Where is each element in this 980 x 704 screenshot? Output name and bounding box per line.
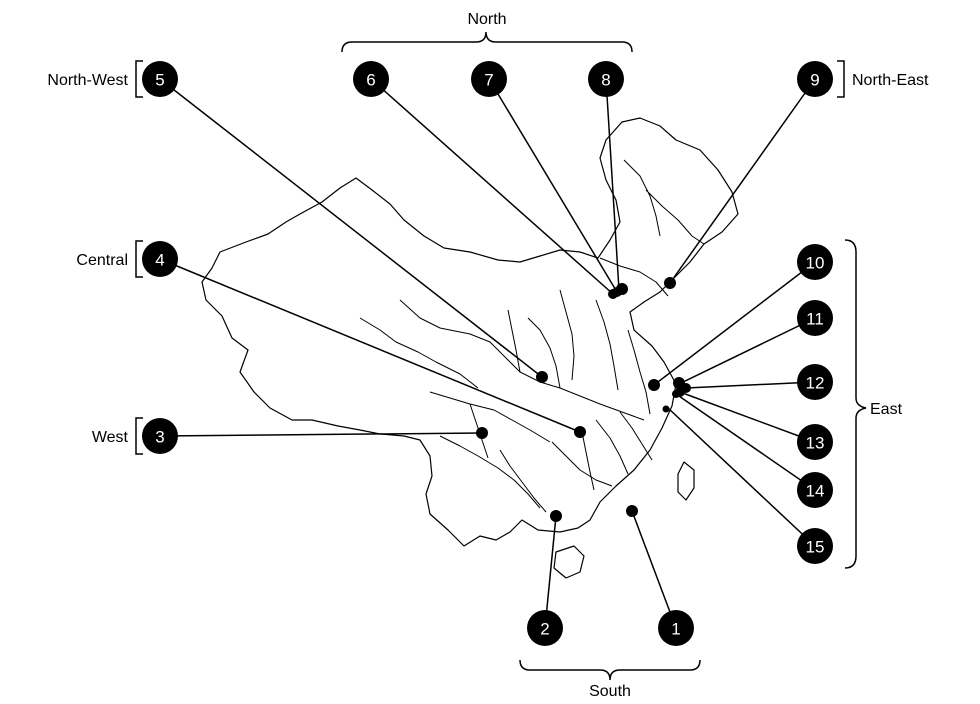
leader-line-14 <box>675 393 816 491</box>
leader-line-9 <box>669 78 816 284</box>
marker-6: 6 <box>353 61 389 97</box>
hainan-island <box>553 545 585 579</box>
location-dot-5 <box>536 371 548 383</box>
marker-12-label: 12 <box>806 374 825 393</box>
region-label-west: West <box>92 429 129 446</box>
region-brackets <box>135 31 867 681</box>
leader-line-11 <box>678 317 816 385</box>
location-dot-4 <box>574 426 586 438</box>
leader-line-7 <box>488 78 618 293</box>
marker-4: 4 <box>142 241 178 277</box>
marker-13: 13 <box>797 424 833 460</box>
marker-8: 8 <box>588 61 624 97</box>
marker-1-label: 1 <box>671 620 680 639</box>
leader-line-12 <box>685 381 816 389</box>
bracket-north <box>341 31 633 53</box>
location-dot-8 <box>616 283 628 295</box>
marker-11-label: 11 <box>806 310 824 329</box>
location-dot-2 <box>550 510 562 522</box>
marker-7: 7 <box>471 61 507 97</box>
marker-3-label: 3 <box>155 428 164 447</box>
marker-11: 11 <box>797 300 833 336</box>
marker-10: 10 <box>797 244 833 280</box>
region-labels: North South North-West Central West Nort… <box>47 11 929 700</box>
leader-lines <box>159 78 816 629</box>
bracket-south <box>519 659 701 681</box>
province-borders <box>359 159 705 513</box>
marker-9: 9 <box>797 61 833 97</box>
location-dot-15 <box>662 405 670 413</box>
leader-line-5 <box>159 78 543 378</box>
marker-5-label: 5 <box>155 71 164 90</box>
leader-line-8 <box>605 78 620 291</box>
location-dot-3 <box>476 427 488 439</box>
leader-line-13 <box>679 391 816 443</box>
marker-4-label: 4 <box>155 251 164 270</box>
location-dot-9 <box>664 277 676 289</box>
bracket-west <box>135 417 143 455</box>
marker-14: 14 <box>797 472 833 508</box>
taiwan-island <box>677 461 695 501</box>
leader-line-15 <box>667 407 816 547</box>
leader-line-4 <box>159 258 581 433</box>
bracket-east <box>844 239 867 569</box>
region-label-north-west: North-West <box>47 72 128 89</box>
region-label-south: South <box>589 683 631 700</box>
marker-3: 3 <box>142 418 178 454</box>
marker-12: 12 <box>797 364 833 400</box>
marker-1: 1 <box>658 610 694 646</box>
marker-6-label: 6 <box>366 71 375 90</box>
numbered-markers: 1 2 3 4 5 6 7 8 9 10 11 12 13 14 15 <box>142 61 833 646</box>
marker-7-label: 7 <box>484 71 493 90</box>
leader-line-1 <box>631 510 677 629</box>
leader-line-6 <box>370 78 614 295</box>
marker-15: 15 <box>797 528 833 564</box>
leader-line-10 <box>653 261 816 386</box>
marker-15-label: 15 <box>806 538 825 557</box>
marker-5: 5 <box>142 61 178 97</box>
region-label-central: Central <box>76 252 128 269</box>
location-dot-10 <box>648 379 660 391</box>
china-map-outline <box>201 117 739 579</box>
marker-8-label: 8 <box>601 71 610 90</box>
region-label-east: East <box>870 401 903 418</box>
region-label-north: North <box>467 11 506 28</box>
location-dots <box>476 277 691 522</box>
leader-line-3 <box>159 432 483 437</box>
marker-9-label: 9 <box>810 71 819 90</box>
location-dot-14 <box>672 390 680 398</box>
marker-2: 2 <box>527 610 563 646</box>
leader-line-2 <box>544 515 557 629</box>
region-label-north-east: North-East <box>852 72 929 89</box>
marker-2-label: 2 <box>540 620 549 639</box>
bracket-central <box>135 240 143 278</box>
bracket-north-east <box>837 60 845 98</box>
marker-13-label: 13 <box>806 434 825 453</box>
location-dot-1 <box>626 505 638 517</box>
marker-14-label: 14 <box>806 482 825 501</box>
marker-10-label: 10 <box>806 254 825 273</box>
bracket-north-west <box>135 60 143 98</box>
country-outline <box>201 117 739 547</box>
